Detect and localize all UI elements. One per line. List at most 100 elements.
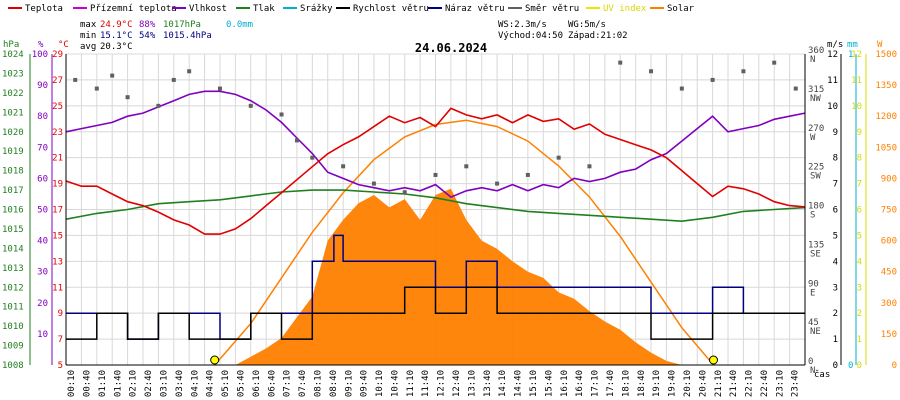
tick-label-time: 23:40 [791,370,801,397]
tick-label-hpa: 1018 [2,167,24,177]
tick-label-hpa: 1011 [2,303,24,313]
tick-label-ms: 1 [833,335,838,345]
wind-direction-point [371,181,376,186]
tick-label-pct: 90 [37,81,48,91]
tick-label-hpa: 1021 [2,108,24,118]
legend-item-rychlost-vetru: Rychlost větru [336,4,429,14]
tick-label-uv: 1 [857,335,862,345]
unit-pct: % [38,40,44,50]
legend-label-smer-vetru: Směr větru [525,4,579,14]
tick-label-time: 16:10 [560,370,570,397]
tick-label-uv: 10 [851,102,862,112]
tick-label-hpa: 1017 [2,186,24,196]
wind-direction-point [741,69,746,74]
tick-label-uv: 0 [857,361,862,371]
tick-label-pct: 100 [32,50,48,60]
tick-label-ms: 2 [833,309,838,319]
chart-date-title: 24.06.2024 [415,41,487,55]
legend-label-naraz-vetru: Náraz větru [445,4,505,14]
tick-label-time: 15:40 [544,370,554,397]
legend-item-prizemni-teplota: Přízemní teplota [73,4,177,14]
tick-label-pct: 80 [37,112,48,122]
wind-direction-point [310,155,315,160]
tick-label-time: 21:10 [714,370,724,397]
wind-direction-series [73,60,798,195]
tick-label-time: 04:40 [206,370,216,397]
tick-label-dir: N [810,366,815,376]
tick-label-mm: 0 [848,361,853,371]
tick-label-ms: 4 [833,257,838,267]
tick-label-dir-deg: 225 [808,163,824,173]
tick-label-ms: 10 [827,102,838,112]
tick-label-degc: 13 [52,257,63,267]
tick-label-dir-deg: 360 [808,46,824,56]
legend-item-tlak: Tlak [236,4,275,14]
legend-item-solar: Solar [650,4,695,14]
tick-label-solar: 150 [881,330,897,340]
tick-label-degc: 29 [52,50,63,60]
tick-label-hpa: 1022 [2,89,24,99]
tick-label-dir-deg: 0 [808,357,813,367]
tick-label-time: 04:10 [190,370,200,397]
tick-label-time: 23:10 [775,370,785,397]
legend-label-prizemni-teplota: Přízemní teplota [90,4,177,14]
tick-label-ms: 0 [833,361,838,371]
wind-direction-point [187,69,192,74]
tick-label-solar: 600 [881,237,897,247]
unit-w: W [877,40,883,50]
tick-label-time: 17:40 [606,370,616,397]
legend-label-uv-index: UV index [603,4,647,14]
legend-item-uv-index: UV index [586,4,647,14]
line-series [65,90,806,340]
stats-min-temp: 15.1°C [100,31,133,41]
tick-label-hpa: 1016 [2,206,24,216]
tick-label-dir-deg: 315 [808,85,824,95]
tick-label-uv: 6 [857,206,862,216]
tick-label-time: 00:10 [67,370,77,397]
stats-ws: WS:2.3m/s [498,20,547,30]
tick-label-time: 13:10 [467,370,477,397]
unit-mm: mm [847,40,858,50]
pressure-line [65,189,806,223]
tick-label-solar: 1200 [875,112,897,122]
tick-label-uv: 8 [857,154,862,164]
tick-label-time: 19:10 [652,370,662,397]
tick-label-time: 18:10 [621,370,631,397]
axis-unit-headers: hPa % °C m/s mm W čas [3,40,883,380]
tick-label-ms: 7 [833,180,838,190]
legend-label-rychlost-vetru: Rychlost větru [353,4,429,14]
tick-label-hpa: 1009 [2,342,24,352]
tick-label-time: 01:10 [98,370,108,397]
stats-block: max 24.9°C 88% 1017hPa 0.0mm min 15.1°C … [80,20,628,52]
tick-label-uv: 12 [851,50,862,60]
tick-label-degc: 15 [52,231,63,241]
wind-speed-line [66,286,805,340]
unit-hpa: hPa [3,40,19,50]
tick-label-ms: 9 [833,128,838,138]
tick-label-time: 07:40 [298,370,308,397]
stats-wg: WG:5m/s [568,20,606,30]
tick-label-solar: 300 [881,299,897,309]
tick-label-hpa: 1015 [2,225,24,235]
tick-label-degc: 23 [52,128,63,138]
tick-label-degc: 9 [58,309,63,319]
tick-label-time: 09:40 [360,370,370,397]
tick-label-ms: 11 [827,76,838,86]
legend-item-naraz-vetru: Náraz větru [428,4,505,14]
tick-label-dir-deg: 45 [808,318,819,328]
wind-direction-point [433,172,438,177]
legend-label-tlak: Tlak [253,4,275,14]
stats-max-label: max [80,20,97,30]
tick-label-time: 10:10 [375,370,385,397]
tick-label-dir: N [810,55,815,65]
stats-min-label: min [80,31,96,41]
tick-label-uv: 11 [851,76,862,86]
tick-label-time: 21:40 [729,370,739,397]
wind-direction-point [495,181,500,186]
tick-label-time: 18:40 [637,370,647,397]
wind-direction-point [525,172,530,177]
tick-label-dir: E [810,288,815,298]
tick-label-pct: 40 [37,237,48,247]
stats-max-temp: 24.9°C [100,20,133,30]
